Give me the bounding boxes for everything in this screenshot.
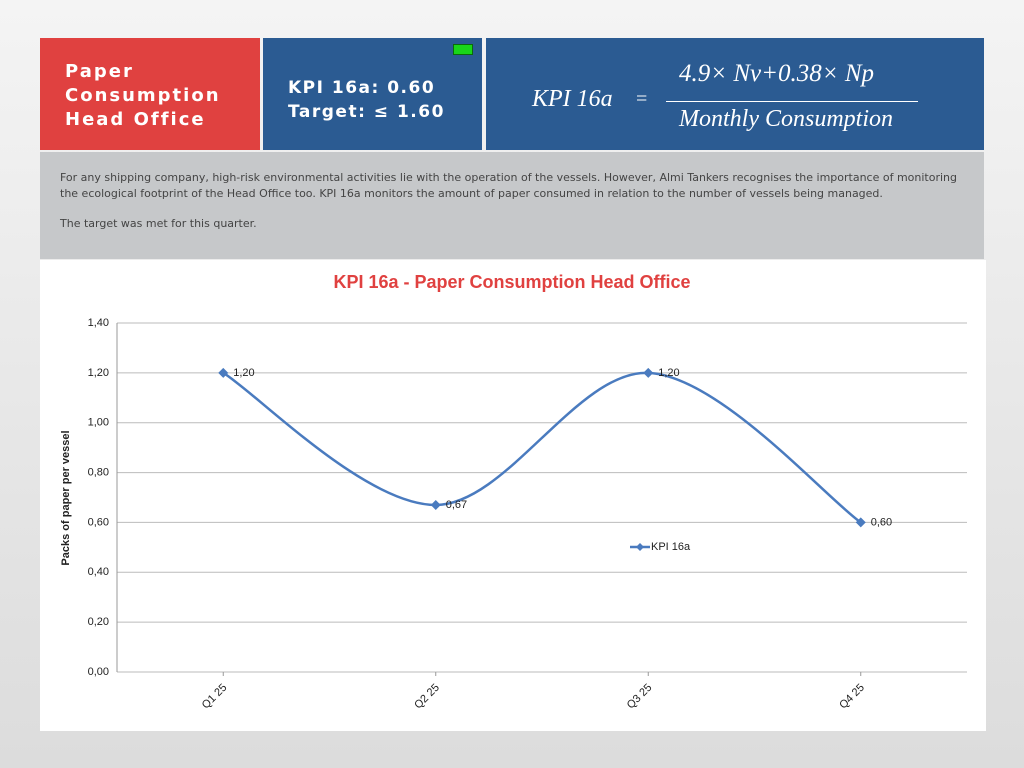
chart: KPI 16a - Paper Consumption Head Office …	[60, 272, 967, 712]
data-point	[643, 367, 654, 378]
y-tick-label: 0,80	[88, 466, 109, 478]
description: For any shipping company, high-risk envi…	[40, 152, 984, 259]
x-tick-label: Q3 25	[625, 682, 655, 712]
formula-numerator: 4.9× Nv+0.38× Np	[679, 60, 875, 87]
formula-denominator: Monthly Consumption	[679, 106, 893, 132]
status-indicator	[453, 44, 473, 55]
line-series	[222, 371, 862, 524]
x-tick-label: Q4 25	[837, 682, 867, 712]
kpi-value: KPI 16a: 0.60	[288, 78, 436, 98]
panel-title: Paper Consumption Head Office	[65, 61, 221, 130]
x-tick-label: Q1 25	[200, 682, 230, 712]
description-text: The target was met for this quarter.	[60, 217, 257, 230]
fraction-bar	[666, 101, 918, 102]
kpi-panel: KPI 16a: 0.60 Target: ≤ 1.60	[263, 38, 482, 150]
data-point	[855, 517, 866, 528]
kpi-target: Target: ≤ 1.60	[288, 102, 445, 122]
y-tick-label: 1,40	[88, 317, 109, 329]
legend-marker	[636, 543, 644, 551]
y-tick-label: 1,20	[88, 367, 109, 379]
description-text: For any shipping company, high-risk envi…	[60, 171, 958, 200]
y-tick-label: 0,60	[88, 516, 109, 528]
x-tick-label: Q2 25	[412, 682, 442, 712]
legend-label: KPI 16a	[651, 541, 691, 553]
y-tick-label: 0,20	[88, 616, 109, 628]
data-label: 0,60	[871, 516, 892, 528]
formula-lhs: KPI 16a	[532, 86, 613, 112]
title-panel: Paper Consumption Head Office	[40, 38, 260, 150]
chart-title: KPI 16a - Paper Consumption Head Office	[333, 272, 690, 292]
data-label: 0,67	[446, 499, 467, 511]
data-label: 1,20	[233, 367, 254, 379]
data-point	[218, 367, 229, 378]
y-axis-label: Packs of paper per vessel	[60, 430, 72, 565]
y-tick-label: 1,00	[88, 417, 109, 429]
y-tick-label: 0,40	[88, 566, 109, 578]
y-tick-label: 0,00	[88, 666, 109, 678]
chart-panel: KPI 16a - Paper Consumption Head Office …	[40, 260, 986, 731]
data-label: 1,20	[658, 367, 679, 379]
data-point	[430, 499, 441, 510]
formula-panel: KPI 16a = 4.9× Nv+0.38× Np Monthly Consu…	[486, 38, 984, 150]
formula-eq: =	[636, 88, 648, 110]
